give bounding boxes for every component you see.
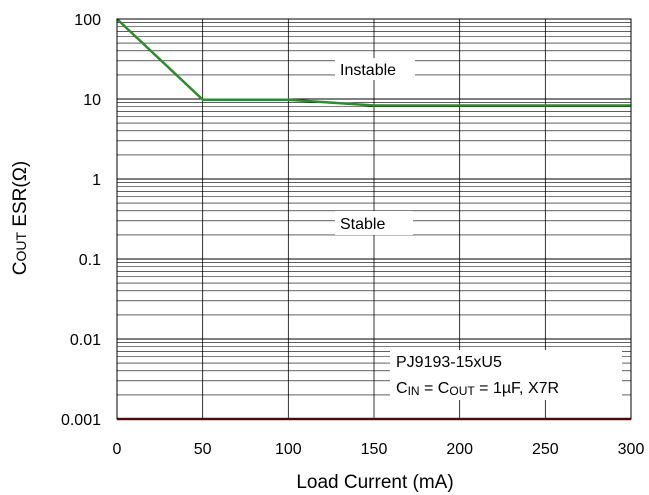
- series-line-0: [116, 18, 631, 107]
- stable-label: Stable: [340, 216, 385, 233]
- y-tick-label: 0.1: [79, 252, 101, 269]
- cond-sub-out: OUT: [449, 384, 475, 398]
- part-number-label: PJ9193-15xU5: [396, 354, 502, 371]
- part-label-bg: [390, 350, 622, 400]
- x-tick-label: 50: [194, 441, 212, 458]
- x-axis-title: Load Current (mA): [296, 472, 453, 493]
- x-tick-label: 250: [532, 441, 559, 458]
- instable-label-bg: [335, 58, 415, 80]
- y-axis-title: COUT ESR(Ω): [10, 161, 31, 276]
- y-axis-title-rest: ESR(Ω): [10, 161, 31, 232]
- x-tick-label: 300: [618, 441, 645, 458]
- y-tick-label: 0.001: [61, 412, 101, 429]
- y-tick-label: 10: [83, 92, 101, 109]
- x-tick-label: 100: [275, 441, 302, 458]
- y-axis-title-c: C: [10, 262, 31, 276]
- cond-end: = 1µF, X7R: [475, 380, 559, 397]
- y-tick-label: 100: [74, 12, 101, 29]
- instable-label: Instable: [340, 62, 396, 79]
- x-tick-label: 150: [361, 441, 388, 458]
- cond-c1: C: [396, 380, 408, 397]
- x-tick-label: 200: [446, 441, 473, 458]
- cond-sub-in: IN: [408, 384, 420, 398]
- plot-frame: [116, 18, 632, 420]
- tick-labels: 0 50 100 150 200 250 300 0.001 0.01 0.1 1 10 100: [61, 12, 644, 458]
- stable-label-bg: [335, 211, 413, 235]
- x-tick-label: 0: [113, 441, 122, 458]
- y-tick-label: 0.01: [70, 332, 101, 349]
- conditions-label: CIN = COUT = 1µF, X7R: [396, 380, 559, 398]
- cond-mid: = C: [420, 380, 450, 397]
- y-axis-title-sub: OUT: [13, 232, 29, 262]
- y-tick-label: 1: [92, 172, 101, 189]
